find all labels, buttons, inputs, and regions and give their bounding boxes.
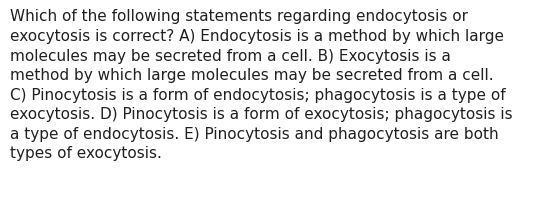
Text: Which of the following statements regarding endocytosis or
exocytosis is correct: Which of the following statements regard… [10, 9, 513, 161]
